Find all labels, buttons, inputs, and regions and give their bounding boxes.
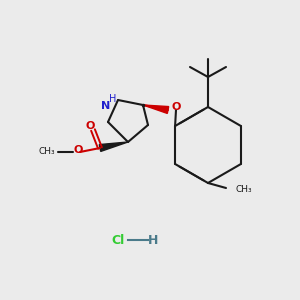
Text: O: O (171, 102, 180, 112)
Text: CH₃: CH₃ (38, 146, 55, 155)
Text: H: H (109, 94, 117, 104)
Text: H: H (148, 233, 158, 247)
Text: N: N (101, 101, 111, 111)
Text: O: O (73, 145, 83, 155)
Text: CH₃: CH₃ (236, 185, 253, 194)
Polygon shape (143, 105, 169, 113)
Text: O: O (85, 121, 95, 131)
Polygon shape (99, 142, 128, 152)
Text: Cl: Cl (111, 233, 124, 247)
